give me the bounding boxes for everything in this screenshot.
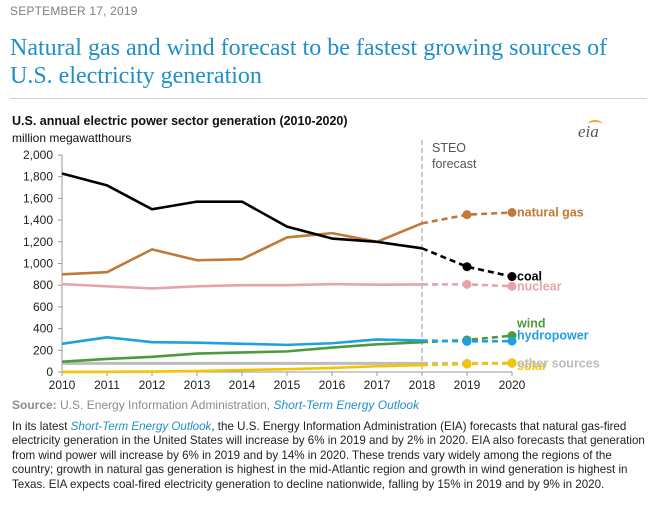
body-text-pre: In its latest — [12, 420, 68, 433]
series-label-natural-gas: natural gas — [517, 206, 584, 220]
data-point-nuclear — [507, 281, 517, 291]
chart-source: Source: U.S. Energy Information Administ… — [12, 398, 419, 412]
article-body: In its latest Short-Term Energy Outlook,… — [12, 420, 648, 492]
y-tick-label: 600 — [33, 300, 53, 314]
y-tick-label: 1,800 — [23, 170, 53, 184]
x-tick-label: 2017 — [364, 378, 391, 392]
x-tick-label: 2010 — [49, 378, 76, 392]
y-tick-label: 1,200 — [23, 235, 53, 249]
series-line-nuclear — [61, 282, 423, 290]
series-label-nuclear: nuclear — [517, 280, 562, 294]
forecast-label: forecast — [432, 157, 477, 171]
series-line-natural-gas — [61, 222, 423, 276]
x-tick-label: 2020 — [499, 378, 526, 392]
data-point-hydropower — [507, 336, 517, 346]
data-point-natural-gas — [507, 208, 517, 218]
article-date: SEPTEMBER 17, 2019 — [10, 4, 138, 18]
data-point-natural-gas — [462, 210, 472, 220]
x-tick-label: 2016 — [319, 378, 346, 392]
data-point-coal — [507, 272, 517, 282]
line-chart: 0 200 400 600 800 1,000 1,200 1,400 1,600 1,800 2,… — [23, 140, 600, 392]
y-tick-label: 800 — [33, 278, 53, 292]
series-line-coal — [61, 172, 423, 250]
chart-title: U.S. annual electric power sector genera… — [12, 114, 348, 128]
divider — [10, 98, 647, 99]
source-text: U.S. Energy Information Administration, — [60, 398, 271, 412]
chart-unit-label: million megawatthours — [12, 131, 132, 145]
source-link[interactable]: Short-Term Energy Outlook — [273, 398, 420, 412]
data-point-solar — [507, 358, 517, 368]
y-tick-label: 2,000 — [23, 148, 53, 162]
data-point-hydropower — [462, 336, 472, 346]
y-tick-label: 400 — [33, 322, 53, 336]
series-line-solar — [61, 363, 423, 374]
y-tick-label: 1,600 — [23, 191, 53, 205]
x-tick-label: 2019 — [454, 378, 481, 392]
source-label: Source: — [12, 398, 57, 412]
series-label-solar: solar — [517, 359, 547, 373]
body-steo-link[interactable]: Short-Term Energy Outlook — [70, 420, 212, 433]
series-label-coal: coal — [517, 269, 542, 283]
series-label-other-sources: other sources — [517, 356, 600, 370]
series-line-wind — [61, 340, 423, 363]
series-label-hydropower: hydropower — [517, 329, 589, 343]
eia-logo: eia — [578, 122, 599, 141]
article-headline: Natural gas and wind forecast to be fast… — [10, 35, 608, 89]
y-tick-label: 1,400 — [23, 213, 53, 227]
x-tick-label: 2011 — [94, 378, 120, 392]
y-tick-label: 1,000 — [23, 257, 53, 271]
x-tick-label: 2015 — [274, 378, 301, 392]
series-label-wind: wind — [516, 317, 545, 331]
x-tick-label: 2018 — [409, 378, 436, 392]
y-tick-label: 200 — [33, 343, 53, 357]
forecast-label: STEO — [432, 141, 466, 155]
x-tick-label: 2013 — [184, 378, 211, 392]
y-tick-label: 0 — [46, 365, 53, 379]
x-tick-label: 2014 — [229, 378, 256, 392]
data-point-coal — [462, 262, 472, 272]
body-text-post: , the U.S. Energy Information Administra… — [12, 420, 645, 491]
series-line-hydropower — [61, 335, 423, 347]
x-tick-label: 2012 — [139, 378, 166, 392]
data-point-nuclear — [462, 279, 472, 289]
data-point-solar — [462, 359, 472, 369]
eia-logo-arc-icon — [588, 120, 602, 128]
